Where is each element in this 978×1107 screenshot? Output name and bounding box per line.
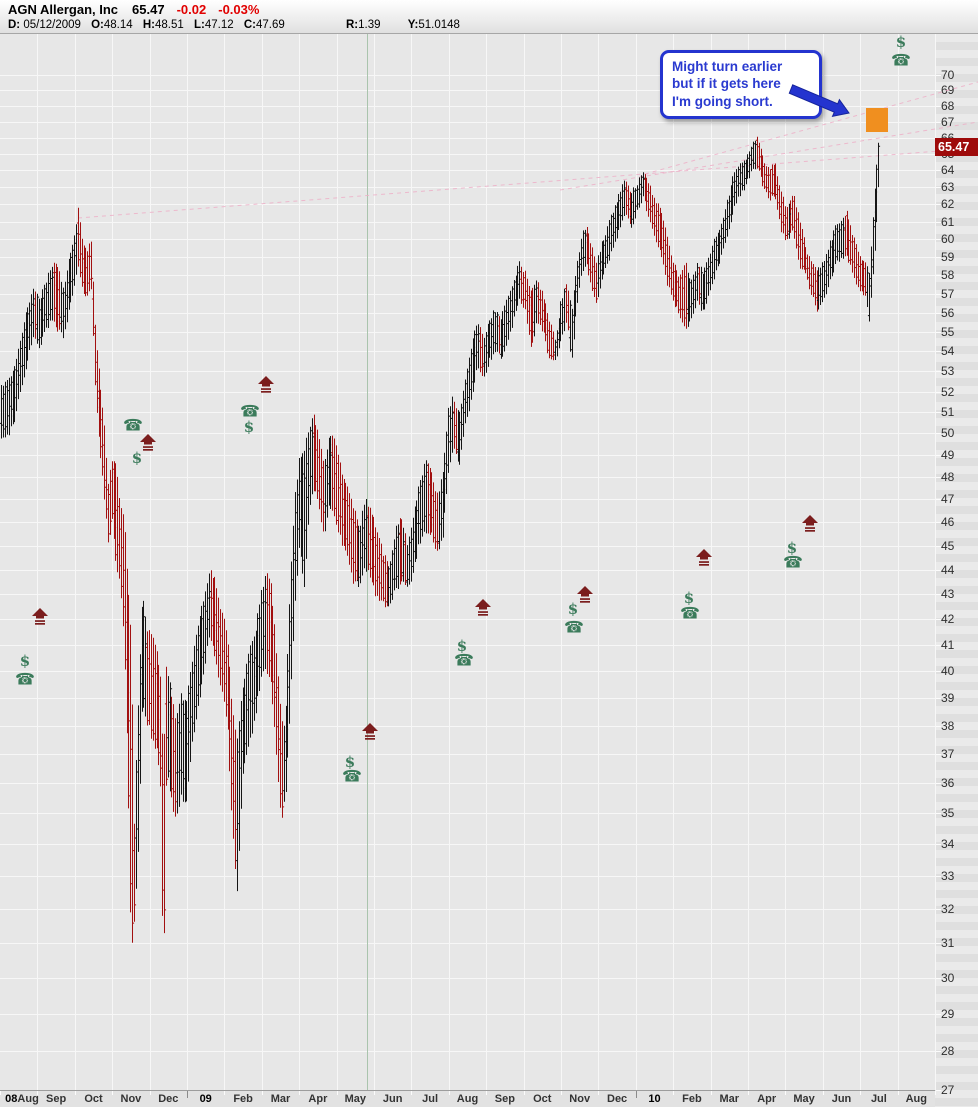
short-target-zone[interactable] [866,108,888,132]
last-price: 65.47 [132,2,165,17]
year-prefix: 08 [5,1093,18,1105]
price-axis-label: 33 [941,869,955,884]
price-axis-label: 32 [941,901,955,916]
price-axis-label: 44 [941,562,955,577]
price-axis-label: 28 [941,1044,955,1059]
price-axis-label: 39 [941,691,955,706]
time-axis-month-label: May [344,1093,366,1105]
cursor-y-value: 51.0148 [418,19,460,31]
price-axis-label: 47 [941,492,955,507]
price-axis-label: 30 [941,970,955,985]
price-axis-label: 50 [941,426,955,441]
time-axis: 08Aug Sep Oct Nov Dec 09 Feb Mar Apr May Jun Jul Aug… [0,1090,935,1107]
quote-header: AGN Allergan, Inc 65.47 -0.02 -0.03% D: 05/… [0,0,978,34]
price-axis-label: 54 [941,344,955,359]
time-axis-month-label: Mar [719,1093,740,1105]
last-price-tag: 65.47 [935,138,978,156]
cursor-y-label: Y: [407,19,419,31]
time-axis-year-label: 10 [648,1093,661,1105]
open-value: 48.14 [103,19,133,31]
annotation-line: but if it gets here [672,76,781,92]
time-axis-month-label: Aug [456,1093,479,1105]
price-axis-label: 29 [941,1006,955,1021]
high-value: 48.51 [155,19,184,31]
time-axis-month-label: Jun [831,1093,852,1105]
price-axis-label: 45 [941,538,955,553]
price-axis-label: 34 [941,837,955,852]
time-axis-month-label: Apr [757,1093,777,1105]
time-axis-month-label: Feb [682,1093,702,1105]
time-axis-month-label: Oct [84,1093,103,1105]
price-axis-label: 43 [941,587,955,602]
price-axis-label: 46 [941,515,955,530]
time-axis-month-label: Jul [870,1093,887,1105]
low-value: 47.12 [204,19,234,31]
price-axis-label: 67 [941,114,955,129]
price-axis-label: 56 [941,305,955,320]
time-axis-month-label: Sep [494,1093,515,1105]
price-axis-label: 31 [941,935,955,950]
time-axis-month-label: Sep [46,1093,67,1105]
price-axis-label: 42 [941,612,955,627]
price-axis-label: 61 [941,214,955,229]
price-axis-label: 59 [941,250,955,265]
price-axis-label: 48 [941,469,955,484]
price-axis: 7069686766656463626160595857565554535251… [935,34,978,1107]
symbol-title: AGN Allergan, Inc [8,2,119,17]
price-axis-label: 53 [941,364,955,379]
price-axis-label: 68 [941,98,955,113]
time-axis-month-label: Nov [120,1093,142,1105]
price-axis-label: 52 [941,384,955,399]
time-axis-month-label: Aug [905,1093,927,1105]
annotation-callout[interactable]: Might turn earlier but if it gets here I… [660,50,822,119]
time-axis-year-label: 09 [199,1093,212,1105]
time-axis-month-label: Feb [233,1093,253,1105]
price-axis-label: 36 [941,776,955,791]
ohlc-readout: D: 05/12/2009 O:48.14 H:48.51 L:47.12 C:… [8,19,460,31]
open-label: O: [91,19,104,31]
price-axis-label: 70 [941,68,955,82]
time-axis-month-label: 08Aug [5,1093,39,1105]
time-axis-month-label: Jun [382,1093,403,1105]
price-axis-label: 63 [941,180,955,195]
close-value: 47.69 [255,19,285,31]
date-label: D: [8,19,21,31]
time-axis-month-label: Mar [270,1093,291,1105]
price-change-pct: -0.03% [218,2,260,17]
range-label: R: [345,19,359,31]
close-label: C: [243,19,256,31]
price-axis-label: 38 [941,718,955,733]
time-axis-month-label: Oct [533,1093,552,1105]
range-value: 1.39 [358,19,381,31]
low-label: L: [194,19,205,31]
quote-line: AGN Allergan, Inc 65.47 -0.02 -0.03% [8,2,259,17]
price-axis-label: 69 [941,83,955,98]
price-change: -0.02 [176,2,207,17]
price-axis-label: 27 [941,1082,955,1097]
time-axis-month-label: May [793,1093,815,1105]
price-axis-label: 64 [941,163,955,178]
time-axis-month-label: Nov [569,1093,591,1105]
time-axis-month-label: Dec [158,1093,179,1105]
price-axis-label: 60 [941,232,955,247]
price-axis-label: 51 [941,405,955,420]
time-axis-month-label: Dec [607,1093,628,1105]
price-axis-label: 62 [941,197,955,212]
chart-canvas[interactable] [0,34,935,1090]
price-axis-label: 41 [941,637,955,652]
time-axis-month-label: Jul [422,1093,439,1105]
price-axis-label: 35 [941,806,955,821]
time-axis-month-label: Apr [308,1093,328,1105]
price-axis-label: 49 [941,448,955,462]
price-axis-label: 37 [941,747,955,762]
annotation-line: Might turn earlier [672,59,783,74]
price-axis-label: 55 [941,324,955,339]
annotation-line: I'm going short. [672,93,773,109]
high-label: H: [142,19,156,31]
date-value: 05/12/2009 [23,19,81,31]
price-axis-label: 40 [941,664,955,679]
price-axis-label: 57 [941,286,955,301]
price-axis-label: 58 [941,268,955,283]
